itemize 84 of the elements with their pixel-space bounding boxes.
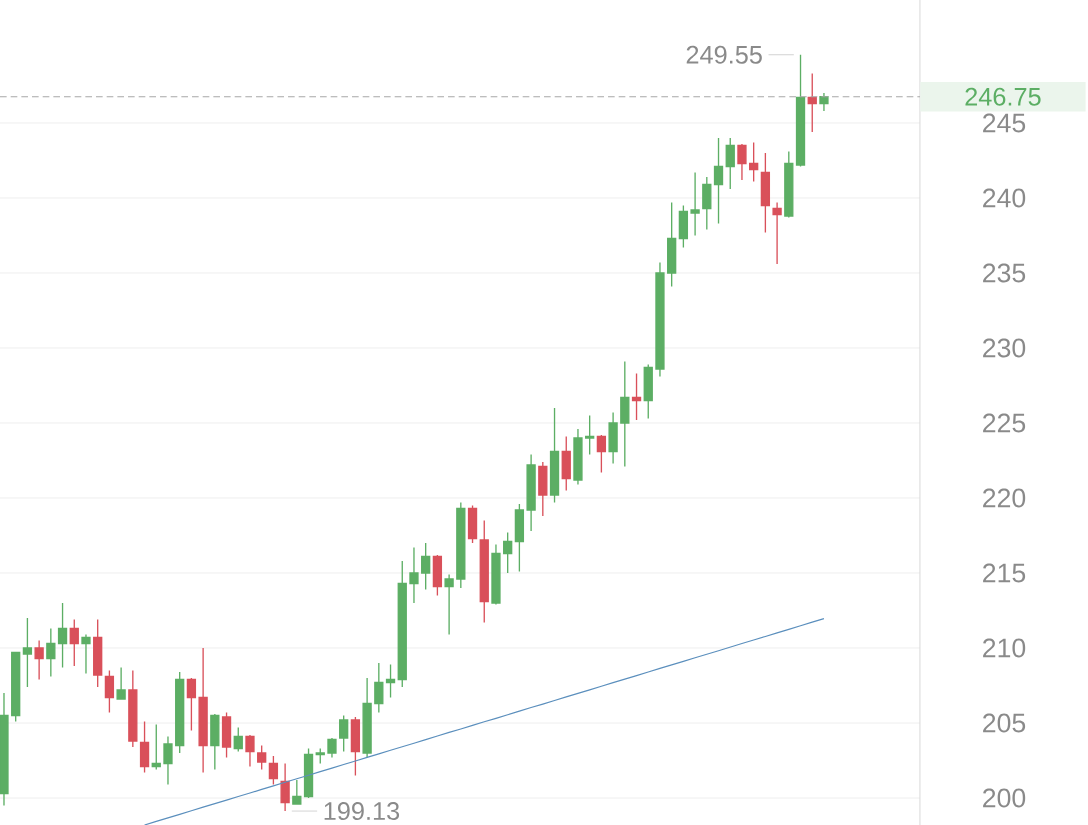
candlestick	[491, 543, 501, 606]
candlestick	[139, 720, 150, 774]
candlestick	[467, 504, 478, 544]
candlestick	[807, 72, 817, 133]
y-tick-label: 200	[983, 788, 1026, 808]
candlestick	[596, 434, 607, 474]
candlestick	[514, 503, 525, 573]
candlestick	[819, 92, 829, 112]
candlestick	[549, 407, 560, 504]
candlestick	[561, 435, 571, 492]
candlestick	[795, 54, 806, 168]
candlestick	[0, 692, 9, 807]
candlestick	[57, 602, 68, 669]
candlestick	[292, 779, 302, 805]
candlestick	[585, 414, 595, 456]
candlestick	[631, 372, 642, 421]
y-tick-label: 230	[983, 338, 1026, 358]
candlestick	[772, 201, 782, 265]
candlestick	[421, 542, 431, 591]
candlestick	[350, 716, 361, 777]
candlestick	[385, 663, 396, 699]
candlestick	[46, 627, 56, 678]
candlestick	[702, 176, 712, 231]
candlestick	[374, 662, 384, 714]
candlestick	[620, 360, 630, 468]
y-tick-label: 245	[983, 113, 1026, 133]
y-tick-label: 220	[983, 488, 1026, 508]
candlestick	[69, 618, 79, 667]
candlestick	[784, 150, 794, 219]
candlestick	[257, 744, 267, 771]
candlestick	[655, 261, 665, 378]
candlestick	[397, 560, 407, 688]
y-tick-label: 235	[983, 263, 1026, 283]
candlestick	[339, 714, 349, 753]
candlestick	[690, 171, 700, 237]
annotation: 249.55	[686, 45, 762, 64]
candlestick	[280, 762, 290, 812]
candlestick	[151, 723, 161, 771]
y-tick-label: 205	[983, 713, 1026, 733]
candlestick	[163, 735, 173, 786]
candlestick	[444, 573, 454, 636]
candlestick	[210, 713, 220, 771]
candlestick	[198, 647, 208, 774]
candlestick	[713, 137, 724, 225]
candlestick	[22, 617, 33, 688]
candlestick	[667, 201, 677, 288]
candlestick	[34, 639, 44, 681]
candlestick	[608, 411, 618, 465]
candlestick	[104, 669, 115, 714]
candlestick	[526, 453, 536, 532]
y-tick-label: 225	[983, 413, 1026, 433]
candlestick	[573, 428, 583, 486]
candlestick	[327, 737, 337, 759]
y-tick-label: 215	[983, 563, 1026, 583]
candlestick	[456, 501, 466, 589]
candlestick	[737, 143, 747, 181]
candlestick	[221, 711, 232, 759]
candlestick	[362, 677, 372, 759]
candlestick	[233, 726, 243, 753]
candlestick	[678, 204, 689, 249]
candlestick	[749, 141, 759, 183]
candlestick	[11, 651, 21, 723]
annotation: 199.13	[324, 802, 400, 821]
candlestick	[116, 666, 126, 700]
candlestick	[315, 747, 325, 765]
candlestick	[643, 363, 653, 420]
candlestick	[303, 747, 314, 799]
candlestick	[245, 734, 255, 768]
candlestick	[268, 755, 279, 786]
candlestick	[725, 137, 735, 190]
y-tick-label: 240	[983, 188, 1026, 208]
candlestick	[409, 546, 419, 604]
candlestick	[186, 677, 197, 732]
candlestick	[503, 531, 513, 574]
candlestick	[538, 461, 548, 517]
candlestick	[175, 671, 185, 754]
candlestick	[760, 152, 771, 234]
candlestick	[93, 618, 103, 688]
candlestick	[432, 554, 443, 597]
candlestick	[128, 669, 138, 748]
y-tick-label: 210	[983, 638, 1026, 658]
candlestick	[479, 519, 489, 624]
candlestick	[81, 633, 91, 675]
ref-line-label: 246.75	[965, 87, 1041, 106]
